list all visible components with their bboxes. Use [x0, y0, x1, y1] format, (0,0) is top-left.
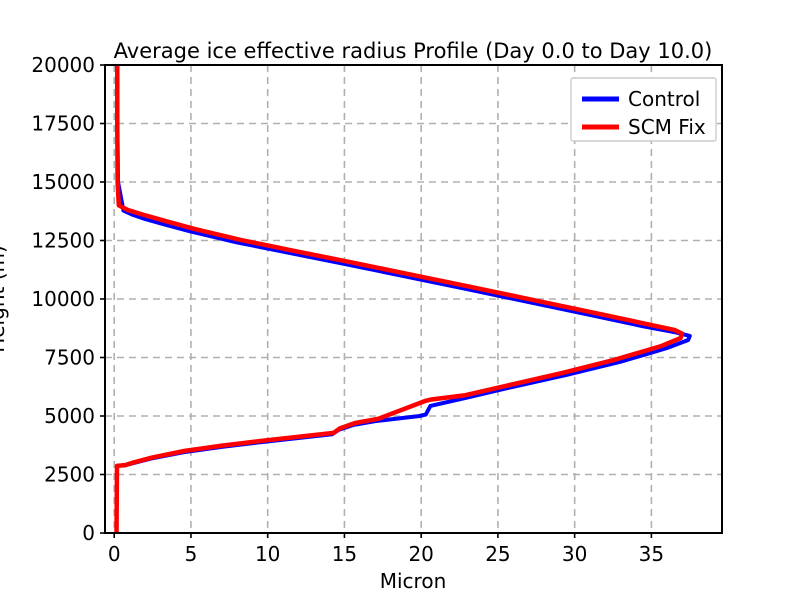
x-tick-label: 20	[408, 542, 433, 566]
x-tick-label: 35	[639, 542, 664, 566]
legend-entry-control[interactable]: Control	[582, 87, 700, 111]
y-tick-label: 0	[82, 521, 95, 545]
data-series-layer	[114, 65, 692, 533]
x-axis-title: Micron	[380, 569, 447, 593]
x-tick-label: 5	[185, 542, 198, 566]
y-tick-label: 7500	[44, 346, 95, 370]
y-axis-tick-labels: 0 2500 5000 7500 10000 12500 15000 17500 20000	[31, 53, 95, 545]
x-tick-label: 25	[485, 542, 510, 566]
vertical-gridlines	[113, 65, 653, 533]
y-tick-label: 15000	[31, 170, 95, 194]
y-tick-label: 20000	[31, 53, 95, 77]
x-axis-ticks	[113, 533, 653, 538]
legend-entry-scm-fix[interactable]: SCM Fix	[582, 115, 706, 139]
x-tick-label: 30	[562, 542, 587, 566]
legend-label-control: Control	[628, 87, 700, 111]
horizontal-gridlines	[105, 122, 722, 476]
chart-title: Average ice effective radius Profile (Da…	[114, 39, 713, 63]
y-tick-label: 10000	[31, 287, 95, 311]
y-tick-label: 17500	[31, 112, 95, 136]
x-tick-label: 15	[332, 542, 357, 566]
x-axis-tick-labels: 0 5 10 15 20 25 30 35	[108, 542, 664, 566]
x-tick-label: 0	[108, 542, 121, 566]
x-tick-label: 10	[255, 542, 280, 566]
legend-label-scm-fix: SCM Fix	[628, 115, 706, 139]
y-axis-title: Height (m)	[0, 245, 9, 353]
chart-legend[interactable]: Control SCM Fix	[570, 77, 717, 142]
y-tick-label: 5000	[44, 404, 95, 428]
y-tick-label: 12500	[31, 229, 95, 253]
y-tick-label: 2500	[44, 463, 95, 487]
series-line-scm-fix	[114, 65, 685, 533]
y-axis-ticks	[100, 64, 105, 534]
